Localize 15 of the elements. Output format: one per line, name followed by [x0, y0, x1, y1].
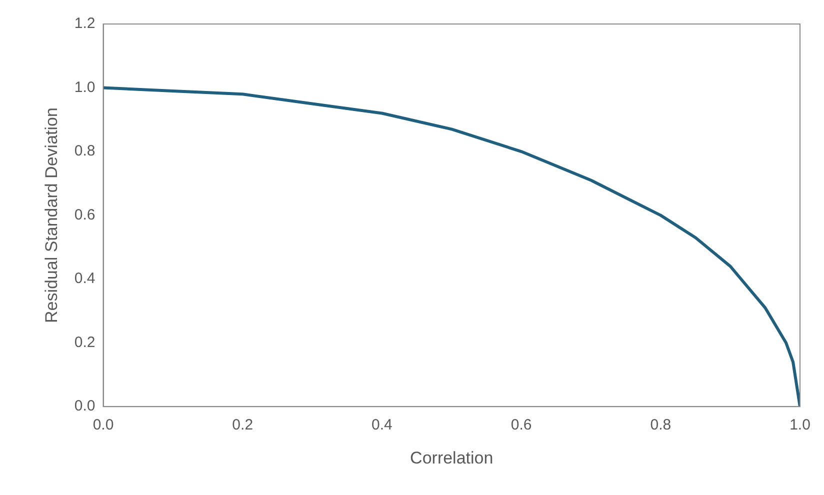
y-tick-label: 1.0 [74, 78, 96, 96]
x-tick-label: 1.0 [790, 416, 810, 434]
x-tick-label: 0.6 [510, 416, 532, 434]
x-tick-label: 0.4 [372, 416, 392, 434]
y-tick-label: 0.4 [74, 270, 96, 288]
x-tick-label: 0.0 [92, 416, 114, 434]
y-tick-label: 1.2 [74, 15, 96, 32]
y-tick-label: 0.2 [74, 334, 96, 351]
y-tick-label: 0.6 [74, 206, 96, 224]
x-axis-title: Correlation [410, 448, 494, 468]
y-tick-label: 0.0 [74, 398, 96, 415]
y-tick-label: 0.8 [74, 142, 96, 160]
y-axis-title: Residual Standard Deviation [42, 108, 61, 324]
x-tick-label: 0.2 [232, 416, 254, 434]
x-tick-label: 0.8 [650, 416, 672, 434]
